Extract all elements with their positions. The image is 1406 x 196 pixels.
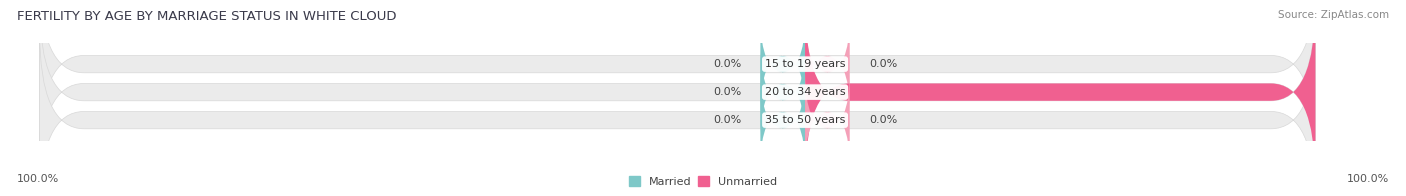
Text: 100.0%: 100.0% (17, 174, 59, 184)
Text: 0.0%: 0.0% (869, 115, 897, 125)
FancyBboxPatch shape (761, 17, 806, 112)
Legend: Married, Unmarried: Married, Unmarried (628, 176, 778, 187)
FancyBboxPatch shape (806, 73, 849, 167)
FancyBboxPatch shape (761, 45, 806, 139)
Text: FERTILITY BY AGE BY MARRIAGE STATUS IN WHITE CLOUD: FERTILITY BY AGE BY MARRIAGE STATUS IN W… (17, 10, 396, 23)
Text: 35 to 50 years: 35 to 50 years (765, 115, 845, 125)
FancyBboxPatch shape (806, 3, 1316, 181)
Text: 0.0%: 0.0% (713, 59, 741, 69)
FancyBboxPatch shape (39, 31, 1316, 196)
FancyBboxPatch shape (39, 3, 1316, 181)
Text: 100.0%: 100.0% (1334, 87, 1381, 97)
FancyBboxPatch shape (806, 17, 849, 112)
Text: 20 to 34 years: 20 to 34 years (765, 87, 845, 97)
Text: Source: ZipAtlas.com: Source: ZipAtlas.com (1278, 10, 1389, 20)
Text: 100.0%: 100.0% (1347, 174, 1389, 184)
Text: 15 to 19 years: 15 to 19 years (765, 59, 845, 69)
Text: 0.0%: 0.0% (713, 115, 741, 125)
FancyBboxPatch shape (39, 0, 1316, 153)
FancyBboxPatch shape (761, 73, 806, 167)
Text: 0.0%: 0.0% (713, 87, 741, 97)
Text: 0.0%: 0.0% (869, 59, 897, 69)
